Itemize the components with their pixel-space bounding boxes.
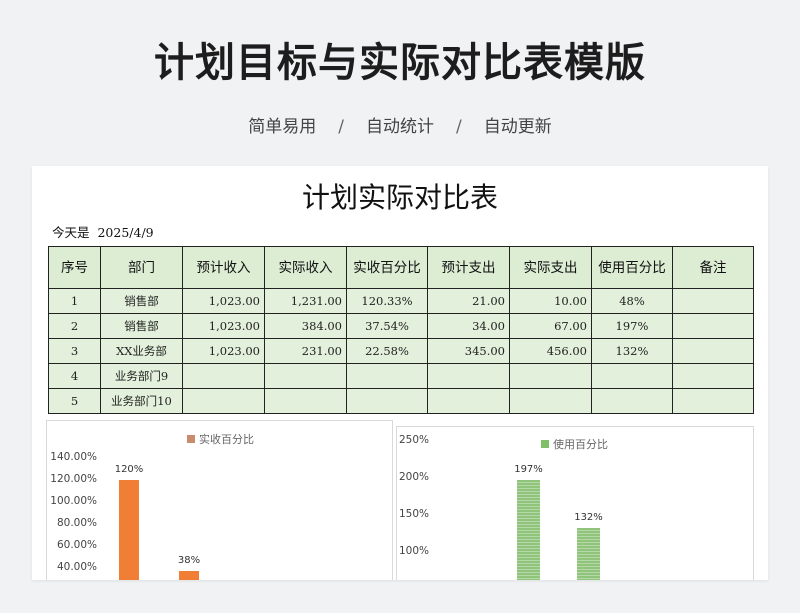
cell-note[interactable] [672, 338, 754, 364]
today-value: 2025/4/9 [97, 225, 154, 240]
cell-plan-expense[interactable]: 34.00 [427, 313, 510, 339]
cell-actual-expense[interactable]: 10.00 [509, 288, 592, 314]
cell-plan-income[interactable]: 1,023.00 [182, 313, 265, 339]
y-tick: 60.00% [56, 539, 97, 551]
cell-dept[interactable]: 销售部 [100, 313, 183, 339]
sheet-title: 计划实际对比表 [301, 181, 498, 214]
cell-income-pct[interactable]: 37.54% [346, 313, 428, 339]
tag-auto-update: 自动更新 [483, 117, 552, 137]
y-tick: 100.00% [50, 495, 97, 507]
cell-income-pct[interactable] [346, 363, 428, 389]
chart-bar[interactable] [119, 479, 139, 580]
table-row: 1 销售部 1,023.00 1,231.00 120.33% 21.00 10… [48, 288, 754, 314]
cell-actual-income[interactable] [264, 363, 347, 389]
cell-actual-expense[interactable]: 67.00 [509, 313, 592, 339]
cell-actual-expense[interactable] [509, 363, 592, 389]
col-header: 使用百分比 [591, 246, 673, 289]
table-row: 3 XX业务部 1,023.00 231.00 22.58% 345.00 45… [48, 338, 754, 364]
cell-index[interactable]: 4 [48, 363, 101, 389]
legend-label: 实收百分比 [199, 433, 254, 446]
data-label: 132% [574, 512, 603, 524]
comparison-table: 序号 部门 预计收入 实际收入 实收百分比 预计支出 实际支出 使用百分比 备注… [48, 246, 754, 414]
cell-plan-income[interactable]: 1,023.00 [182, 288, 265, 314]
col-header: 实收百分比 [346, 246, 428, 289]
table-row: 2 销售部 1,023.00 384.00 37.54% 34.00 67.00… [48, 313, 754, 339]
cell-index[interactable]: 1 [48, 288, 101, 314]
y-tick: 200% [398, 471, 429, 483]
cell-usage-pct[interactable]: 197% [591, 313, 673, 339]
cell-actual-income[interactable]: 384.00 [264, 313, 347, 339]
chart-legend: 使用百分比 [541, 436, 608, 452]
cell-plan-income[interactable] [182, 363, 265, 389]
cell-actual-income[interactable]: 1,231.00 [264, 288, 347, 314]
cell-income-pct[interactable]: 120.33% [346, 288, 428, 314]
data-label: 38% [177, 554, 201, 566]
chart-legend: 实收百分比 [187, 431, 254, 447]
chart-bar[interactable] [517, 480, 540, 580]
page-title: 计划目标与实际对比表模版 [154, 40, 646, 86]
col-header: 预计支出 [427, 246, 510, 289]
cell-plan-expense[interactable] [427, 388, 510, 414]
y-tick: 80.00% [56, 517, 97, 529]
cell-plan-expense[interactable]: 21.00 [427, 288, 510, 314]
cell-index[interactable]: 2 [48, 313, 101, 339]
income-pct-chart[interactable]: 实收百分比 140.00% 120.00% 100.00% 80.00% 60.… [46, 420, 393, 580]
chart-bar[interactable] [179, 570, 199, 580]
cell-income-pct[interactable] [346, 388, 428, 414]
y-tick: 250% [398, 434, 429, 446]
col-header: 部门 [100, 246, 183, 289]
usage-pct-chart[interactable]: 使用百分比 250% 200% 150% 100% 197% 132% [396, 426, 754, 580]
today-date: 今天是 2025/4/9 [52, 222, 154, 241]
legend-swatch [541, 440, 549, 448]
cell-note[interactable] [672, 363, 754, 389]
cell-index[interactable]: 5 [48, 388, 101, 414]
tag-separator: / [456, 117, 462, 137]
y-tick: 140.00% [50, 451, 97, 463]
table-header-row: 序号 部门 预计收入 实际收入 实收百分比 预计支出 实际支出 使用百分比 备注 [48, 246, 754, 289]
cell-note[interactable] [672, 288, 754, 314]
cell-usage-pct[interactable] [591, 363, 673, 389]
tag-separator: / [338, 117, 344, 137]
cell-usage-pct[interactable]: 132% [591, 338, 673, 364]
cell-plan-income[interactable]: 1,023.00 [182, 338, 265, 364]
y-tick: 150% [398, 508, 429, 520]
legend-label: 使用百分比 [553, 438, 608, 451]
y-tick: 120.00% [50, 473, 97, 485]
cell-income-pct[interactable]: 22.58% [346, 338, 428, 364]
table-row: 4 业务部门9 [48, 363, 754, 389]
chart-bar[interactable] [577, 528, 600, 580]
data-label: 120% [114, 463, 144, 475]
cell-usage-pct[interactable] [591, 388, 673, 414]
cell-actual-expense[interactable]: 456.00 [509, 338, 592, 364]
cell-actual-income[interactable] [264, 388, 347, 414]
col-header: 实际支出 [509, 246, 592, 289]
data-label: 197% [514, 464, 543, 476]
cell-note[interactable] [672, 313, 754, 339]
cell-plan-expense[interactable] [427, 363, 510, 389]
cell-plan-expense[interactable]: 345.00 [427, 338, 510, 364]
tag-auto-stats: 自动统计 [366, 117, 434, 137]
cell-dept[interactable]: 业务部门10 [100, 388, 183, 414]
col-header: 备注 [672, 246, 754, 289]
cell-dept[interactable]: XX业务部 [100, 338, 183, 364]
cell-usage-pct[interactable]: 48% [591, 288, 673, 314]
today-label: 今天是 [52, 225, 90, 240]
cell-dept[interactable]: 业务部门9 [100, 363, 183, 389]
cell-actual-income[interactable]: 231.00 [264, 338, 347, 364]
cell-actual-expense[interactable] [509, 388, 592, 414]
legend-swatch [187, 435, 195, 443]
cell-plan-income[interactable] [182, 388, 265, 414]
col-header: 预计收入 [182, 246, 265, 289]
table-row: 5 业务部门10 [48, 388, 754, 414]
cell-dept[interactable]: 销售部 [100, 288, 183, 314]
col-header: 序号 [48, 246, 101, 289]
col-header: 实际收入 [264, 246, 347, 289]
tagline: 简单易用 / 自动统计 / 自动更新 [0, 112, 800, 137]
cell-note[interactable] [672, 388, 754, 414]
tag-easy: 简单易用 [248, 117, 317, 137]
y-tick: 100% [398, 545, 429, 557]
cell-index[interactable]: 3 [48, 338, 101, 364]
y-tick: 40.00% [56, 561, 97, 573]
spreadsheet-preview: 计划实际对比表 今天是 2025/4/9 序号 部门 预计收入 实际收入 实收百… [32, 166, 768, 580]
